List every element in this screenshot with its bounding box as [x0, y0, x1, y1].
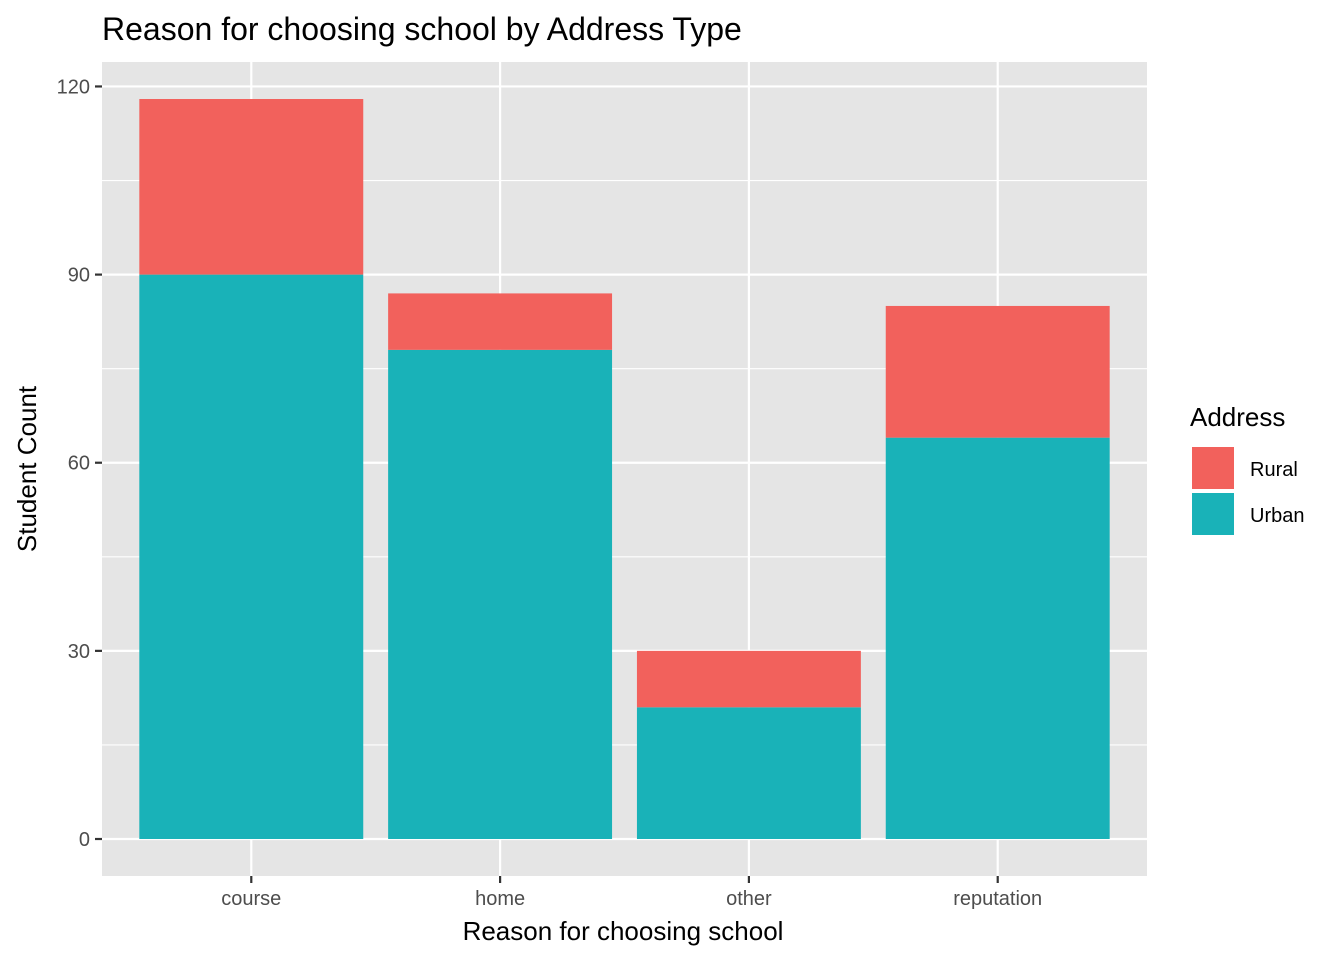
bar-course-urban: [139, 274, 364, 839]
y-tick-label: 120: [57, 76, 90, 98]
chart-title: Reason for choosing school by Address Ty…: [102, 11, 742, 47]
y-tick-label: 60: [68, 453, 90, 475]
x-tick-label: reputation: [953, 888, 1042, 910]
x-axis-title: Reason for choosing school: [463, 916, 784, 946]
x-tick-label: course: [221, 888, 281, 910]
bars-group: [139, 99, 1110, 839]
x-tick-label: other: [726, 888, 772, 910]
bar-reputation-urban: [885, 437, 1110, 839]
y-tick-label: 30: [68, 641, 90, 663]
legend-key-rural: [1190, 445, 1236, 491]
y-axis-title: Student Count: [12, 385, 42, 552]
legend-label-rural: Rural: [1250, 459, 1298, 481]
bar-other-urban: [636, 707, 861, 839]
bar-home-urban: [388, 349, 613, 839]
legend-title: Address: [1190, 402, 1285, 432]
legend-key-urban: [1190, 491, 1236, 537]
bar-course-rural: [139, 99, 364, 275]
x-tick-label: home: [475, 888, 525, 910]
y-tick-label: 90: [68, 265, 90, 287]
y-axis: 0 30 60 90 120: [57, 76, 102, 851]
bar-other-rural: [636, 650, 861, 708]
legend: Address Rural Urban: [1190, 402, 1304, 537]
y-tick-label: 0: [79, 829, 90, 851]
x-axis: course home other reputation: [221, 876, 1042, 910]
legend-label-urban: Urban: [1250, 505, 1304, 527]
bar-reputation-rural: [885, 305, 1110, 438]
bar-home-rural: [388, 293, 613, 350]
